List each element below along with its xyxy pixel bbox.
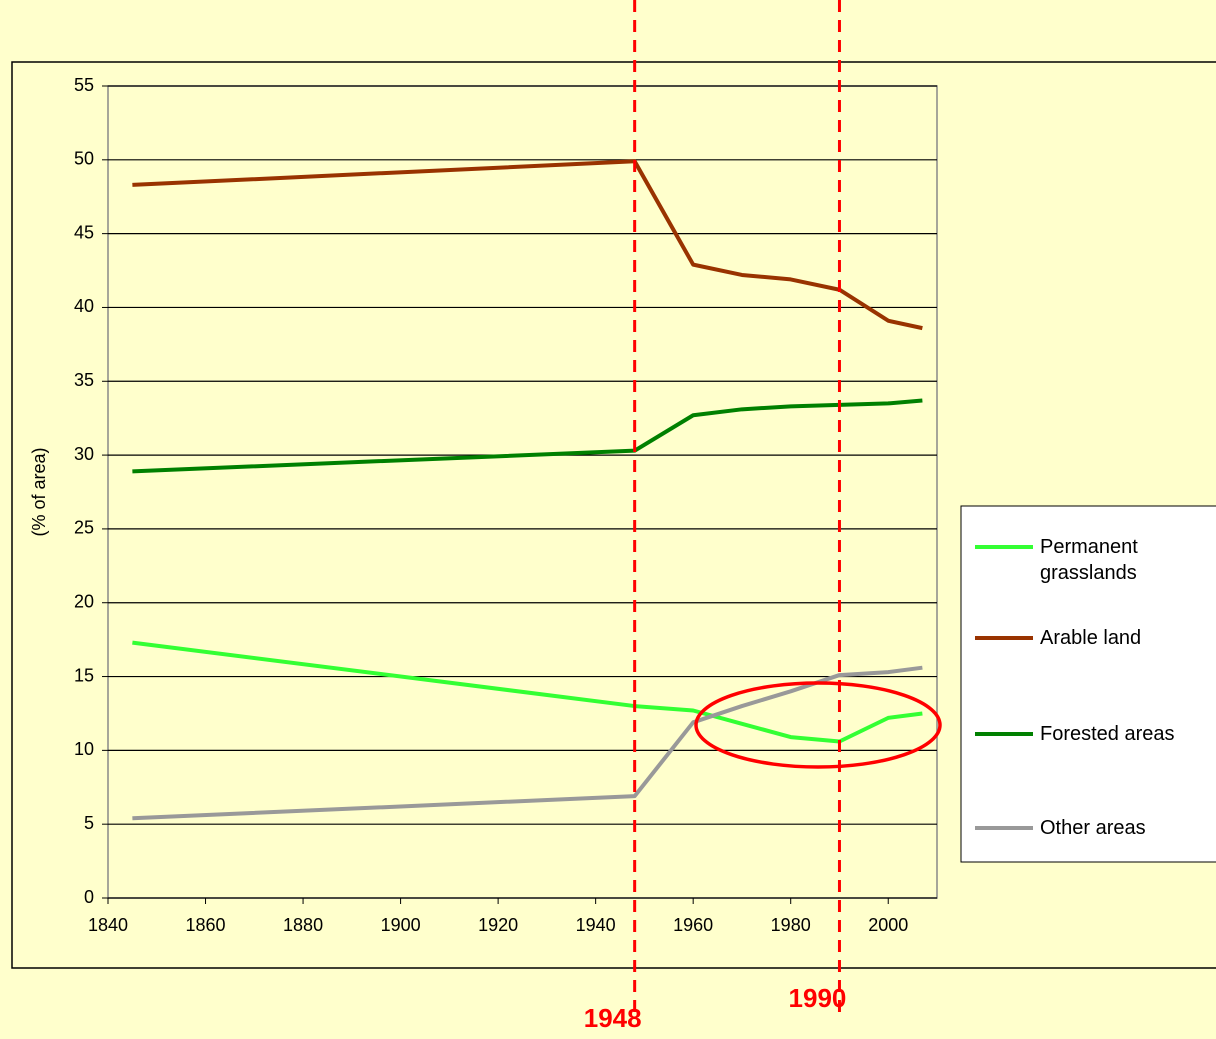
y-tick-label: 40 [74,296,94,316]
marker-label: 1948 [584,1003,642,1033]
y-tick-label: 25 [74,518,94,538]
x-tick-label: 1960 [673,915,713,935]
x-tick-label: 1900 [381,915,421,935]
y-tick-label: 35 [74,370,94,390]
highlight-ellipse [694,681,942,769]
series-line [132,398,923,474]
legend-box [960,505,1216,863]
y-tick-label: 10 [74,739,94,759]
x-tick-label: 1980 [771,915,811,935]
x-tick-label: 1940 [576,915,616,935]
y-tick-label: 45 [74,222,94,242]
series-line [132,159,923,331]
y-tick-label: 20 [74,591,94,611]
legend-label: Other areas [1040,817,1146,839]
y-tick-label: 0 [84,887,94,907]
y-tick-label: 5 [84,813,94,833]
x-tick-label: 1860 [186,915,226,935]
x-tick-label: 1880 [283,915,323,935]
marker-label: 1990 [789,983,847,1013]
y-tick-label: 30 [74,444,94,464]
plot-area [107,85,938,899]
x-tick-label: 1840 [88,915,128,935]
y-tick-label: 55 [74,75,94,95]
y-tick-label: 15 [74,665,94,685]
y-axis-label: (% of area) [29,447,49,536]
x-tick-label: 2000 [868,915,908,935]
legend-label: Permanent grasslands [1040,536,1138,584]
legend-label: Forested areas [1040,723,1175,745]
series-line [132,640,923,744]
x-tick-label: 1920 [478,915,518,935]
legend-label: Arable land [1040,627,1142,649]
series-line [132,665,923,821]
y-tick-label: 50 [74,149,94,169]
